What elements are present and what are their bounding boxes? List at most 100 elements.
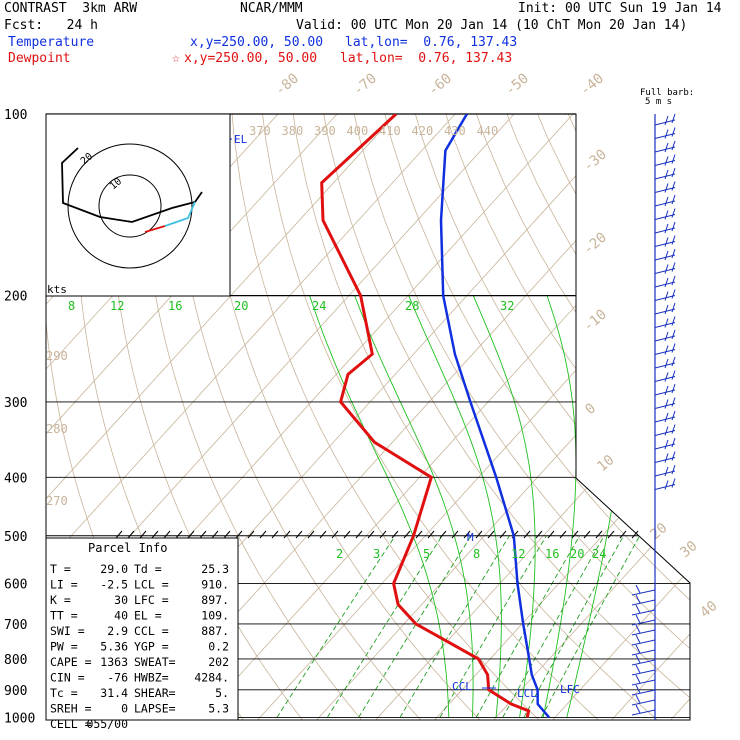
hatch-mark xyxy=(259,530,267,539)
mixing-label: 5 xyxy=(423,547,430,561)
temperature-latlon: lat,lon= 0.76, 137.43 xyxy=(345,35,518,50)
mixing-label: 20 xyxy=(570,547,584,561)
hatch-mark xyxy=(463,530,471,539)
wind-barb xyxy=(654,329,676,342)
parcel-value: 5.36 xyxy=(100,640,128,654)
hodograph-trace xyxy=(61,147,203,223)
level-label-ccl: CCL xyxy=(452,680,472,693)
temperature-series xyxy=(439,114,551,719)
hatch-mark xyxy=(571,530,579,539)
hatch-mark xyxy=(415,530,423,539)
dewpoint-legend: Dewpoint xyxy=(8,51,71,66)
isotherm-line xyxy=(602,114,690,720)
moist-label: 24 xyxy=(312,299,326,313)
hatch-mark xyxy=(139,530,147,539)
theta-label: 420 xyxy=(412,124,434,138)
mixing-label: 2 xyxy=(336,547,343,561)
dry-adiabat-line xyxy=(229,114,550,720)
mixing-ratio-line xyxy=(399,535,510,718)
hodo-units-label: kts xyxy=(47,283,67,296)
hatch-mark xyxy=(439,530,447,539)
hatch-mark xyxy=(451,530,459,539)
parcel-value: 897. xyxy=(201,593,229,607)
level-label-m: M xyxy=(467,531,474,544)
parcel-value: 40 xyxy=(114,609,128,623)
hatch-mark xyxy=(535,530,543,539)
forecast-hour: Fcst: 24 h xyxy=(4,18,98,33)
hatch-mark xyxy=(127,530,135,539)
hodograph-box xyxy=(45,113,231,297)
parcel-key: LFC = xyxy=(134,593,169,607)
theta-label: 410 xyxy=(379,124,401,138)
parcel-key: T = xyxy=(50,562,71,576)
mixing-ratio-line xyxy=(475,535,581,718)
dewpoint-xy: x,y=250.00, 50.00 xyxy=(184,51,318,66)
temperature-xy: x,y=250.00, 50.00 xyxy=(190,35,324,50)
pressure-label: 1000 xyxy=(4,711,35,726)
parcel-value: 29.0 xyxy=(100,562,128,576)
moist-label: 16 xyxy=(168,299,182,313)
wind-barb xyxy=(654,221,676,234)
isotherm-label: 40 xyxy=(697,598,720,621)
model-title: CONTRAST 3km ARW xyxy=(4,1,138,16)
hatch-mark xyxy=(295,530,303,539)
parcel-key: Tc = xyxy=(50,686,78,700)
dry-adiabat-line xyxy=(139,114,371,720)
dry-adiabat-line xyxy=(199,114,491,720)
wind-barb xyxy=(631,654,656,666)
wind-barb xyxy=(654,424,676,436)
parcel-key: CELL = xyxy=(50,717,92,731)
isotherm-label: 20 xyxy=(647,520,670,543)
wind-barb xyxy=(654,464,676,477)
parcel-value: -2.5 xyxy=(100,578,128,592)
parcel-key: Td = xyxy=(134,562,162,576)
parcel-key: K = xyxy=(50,593,71,607)
moist-label: 20 xyxy=(234,299,248,313)
hatch-mark xyxy=(403,530,411,539)
parcel-key: CAPE = xyxy=(50,655,92,669)
mixing-label: 24 xyxy=(592,547,606,561)
parcel-key: SWEAT= xyxy=(134,655,176,669)
hatch-mark xyxy=(175,530,183,539)
hatch-mark xyxy=(283,530,291,539)
wind-barb xyxy=(631,594,656,606)
parcel-title: Parcel Info xyxy=(88,541,167,555)
moist-adiabat-line xyxy=(309,295,450,718)
hatch-mark xyxy=(391,530,399,539)
pressure-label: 100 xyxy=(4,108,27,123)
parcel-key: EL = xyxy=(134,609,162,623)
valid-time: Valid: 00 UTC Mon 20 Jan 14 (10 ChT Mon … xyxy=(296,18,688,33)
parcel-value: 5. xyxy=(215,686,229,700)
wind-barb xyxy=(654,113,676,126)
barb-legend-1: Full barb: xyxy=(640,88,695,98)
level-label-el: EL xyxy=(234,133,248,146)
theta-label: 430 xyxy=(444,124,466,138)
isotherm-label: 30 xyxy=(677,538,700,561)
wind-barb xyxy=(654,154,676,166)
hatch-mark xyxy=(343,530,351,539)
isotherm-line xyxy=(46,114,481,720)
moist-adiabat-line xyxy=(542,295,577,718)
wind-barb xyxy=(654,478,676,490)
wind-barb xyxy=(654,181,676,193)
hatch-mark xyxy=(367,530,375,539)
hatch-mark xyxy=(595,530,603,539)
mixing-label: 8 xyxy=(473,547,480,561)
dry-adiabat-line xyxy=(377,114,690,720)
wind-barb xyxy=(631,624,656,636)
mixing-label: 16 xyxy=(545,547,559,561)
dry-adiabat-line xyxy=(495,114,690,720)
parcel-key: TT = xyxy=(50,609,78,623)
dry-adiabat-line xyxy=(704,86,740,730)
isotherm-label: -30 xyxy=(580,147,610,176)
parcel-key: SWI = xyxy=(50,624,85,638)
mixing-label: 3 xyxy=(373,547,380,561)
dry-adiabat-line xyxy=(318,114,690,720)
dry-adiabat-line xyxy=(436,114,690,720)
hatch-mark xyxy=(163,530,171,539)
parcel-key: SHEAR= xyxy=(134,686,176,700)
parcel-value: 25.3 xyxy=(201,562,229,576)
hodograph-trace-cyan xyxy=(164,201,196,227)
